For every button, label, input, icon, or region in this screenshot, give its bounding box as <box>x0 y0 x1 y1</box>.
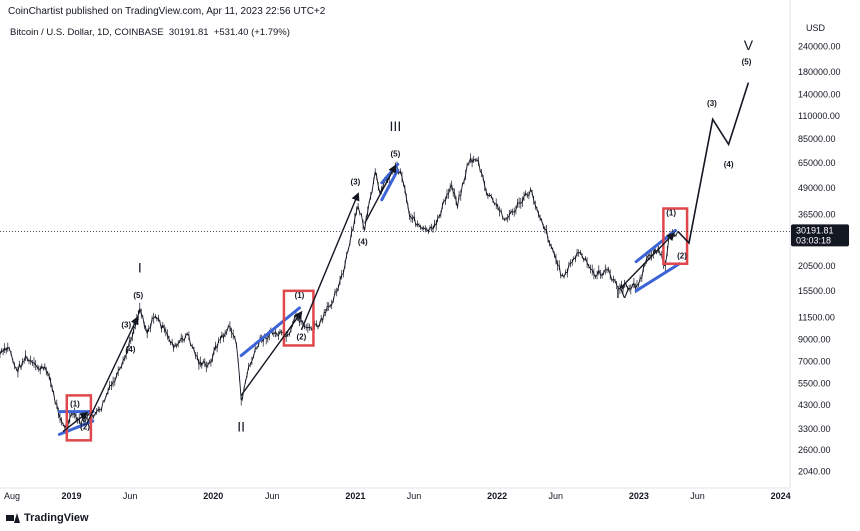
symbol-change: +531.40 (+1.79%) <box>213 27 290 38</box>
wave-label-minor: (3) <box>707 99 717 108</box>
x-tick-label: Jun <box>690 491 705 501</box>
y-tick-label: 65000.00 <box>798 158 836 168</box>
x-tick-label: 2022 <box>487 491 507 501</box>
y-tick-label: 240000.00 <box>798 41 841 51</box>
y-tick-label: 7000.00 <box>798 357 831 367</box>
impulse-arrow <box>62 411 89 433</box>
y-tick-label: 3300.00 <box>798 424 831 434</box>
impulse-arrow <box>364 164 397 224</box>
y-tick-label: 85000.00 <box>798 134 836 144</box>
impulse-arrow <box>240 310 303 396</box>
projection-path <box>677 82 750 245</box>
axes: USD 240000.00 180000.00 140000.00 110000.00 8… <box>0 0 841 501</box>
impulse-arrow <box>300 192 360 331</box>
wave-label-major: IV <box>616 285 630 301</box>
wave-box <box>282 289 315 347</box>
y-tick-label: 2040.00 <box>798 467 831 477</box>
impulse-arrow <box>86 315 139 424</box>
x-tick-label: Jun <box>407 491 422 501</box>
channel-line <box>634 262 681 293</box>
y-tick-label: 4300.00 <box>798 400 831 410</box>
wave-label-minor: (5) <box>133 291 143 300</box>
last-price-tag: 30191.81 03:03:18 <box>0 224 849 247</box>
symbol-price: 30191.81 <box>168 27 209 38</box>
last-price-badge <box>791 224 849 247</box>
tradingview-brand[interactable]: TradingView <box>6 512 89 524</box>
x-tick-label: Aug <box>4 491 20 501</box>
price-series <box>0 153 679 431</box>
symbol-info: Bitcoin / U.S. Dollar, 1D, COINBASE 3019… <box>10 27 290 38</box>
x-tick-label: Jun <box>265 491 280 501</box>
channel-line <box>239 306 301 358</box>
wave-label-minor: (2) <box>677 251 687 260</box>
x-tick-label: 2019 <box>61 491 81 501</box>
currency-label: USD <box>806 23 826 33</box>
symbol-name: Bitcoin / U.S. Dollar, 1D, COINBASE <box>10 27 164 38</box>
wave-label-minor: (1) <box>666 209 676 218</box>
wave-label-minor: (4) <box>126 345 136 354</box>
y-tick-label: 2600.00 <box>798 445 831 455</box>
price-line <box>0 156 679 429</box>
wave-box <box>662 207 689 265</box>
y-tick-label: 180000.00 <box>798 67 841 77</box>
y-tick-label: 5500.00 <box>798 378 831 388</box>
x-tick-label: Jun <box>549 491 564 501</box>
tradingview-logo-icon <box>6 513 20 523</box>
wave-label-major: V <box>744 37 754 53</box>
price-bars <box>0 153 677 431</box>
wave-label-major: I <box>138 260 142 276</box>
x-tick-label: 2020 <box>203 491 223 501</box>
wave-label-major: III <box>390 118 402 134</box>
y-tick-label: 49000.00 <box>798 183 836 193</box>
wave-label-minor: (1) <box>70 399 80 408</box>
wave-label-minor: (2) <box>297 332 307 341</box>
channel-line <box>380 168 400 202</box>
y-tick-label: 36500.00 <box>798 209 836 219</box>
y-tick-label: 110000.00 <box>798 111 840 121</box>
y-tick-label: 11500.00 <box>798 312 835 322</box>
x-tick-label: 2023 <box>629 491 649 501</box>
wave-label-minor: (2) <box>80 422 90 431</box>
wave-label-major: II <box>237 419 245 435</box>
wave-label-minor: (4) <box>358 238 368 247</box>
drawings <box>57 82 750 442</box>
bar-countdown: 03:03:18 <box>796 235 831 245</box>
wave-label-minor: (1) <box>295 291 305 300</box>
wave-label-minor: (3) <box>121 320 131 329</box>
impulse-arrow <box>620 232 676 289</box>
y-tick-label: 15500.00 <box>798 286 836 296</box>
wave-label-minor: (4) <box>724 160 734 169</box>
wave-label-minor: (5) <box>390 149 400 158</box>
y-tick-label: 140000.00 <box>798 89 841 99</box>
y-tick-label: 9000.00 <box>798 334 831 344</box>
wave-label-minor: (3) <box>350 178 360 187</box>
brand-label: TradingView <box>24 512 89 524</box>
publisher-header: CoinChartist published on TradingView.co… <box>8 6 326 17</box>
x-tick-label: 2021 <box>345 491 365 501</box>
wave-label-minor: (5) <box>742 57 752 66</box>
last-price-value: 30191.81 <box>796 225 834 235</box>
channel-line <box>634 228 677 264</box>
wave-box <box>65 394 93 442</box>
y-tick-label: 20500.00 <box>798 261 836 271</box>
x-tick-label: Jun <box>123 491 138 501</box>
x-tick-label: 2024 <box>771 491 791 501</box>
